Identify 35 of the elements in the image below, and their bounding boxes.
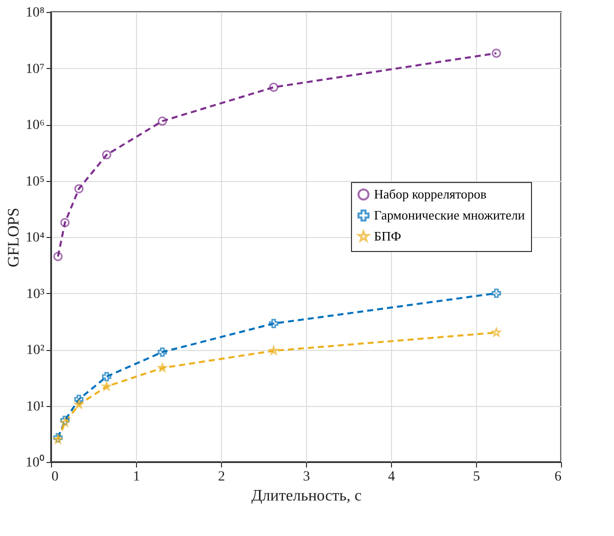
y-tick-label: 10⁸ bbox=[26, 6, 45, 20]
x-tick-label: 5 bbox=[473, 470, 480, 484]
point bbox=[158, 116, 167, 126]
y-axis-title: GFLOPS bbox=[6, 208, 22, 268]
y-tick-label: 10⁷ bbox=[26, 62, 45, 77]
legend-label: Набор корреляторов bbox=[374, 186, 487, 202]
point bbox=[492, 288, 502, 298]
x-tick-label: 0 bbox=[52, 470, 58, 484]
x-tick-label: 1 bbox=[133, 470, 140, 484]
point bbox=[60, 218, 70, 228]
y-tick-label: 10⁴ bbox=[26, 230, 45, 246]
point bbox=[158, 347, 167, 357]
point bbox=[102, 372, 112, 382]
x-tick-label: 6 bbox=[554, 470, 562, 484]
point bbox=[53, 252, 63, 262]
legend-label: Гармонические множители bbox=[374, 208, 525, 222]
point bbox=[102, 150, 112, 160]
y-tick-label: 10⁰ bbox=[26, 454, 44, 470]
x-tick-label: 3 bbox=[303, 470, 310, 484]
legend-label: БПФ bbox=[374, 228, 402, 244]
y-tick-label: 10³ bbox=[26, 286, 44, 302]
point bbox=[492, 48, 502, 58]
point bbox=[60, 416, 70, 425]
x-tick-label: 2 bbox=[218, 470, 225, 484]
y-tick-label: 10² bbox=[26, 343, 44, 358]
point bbox=[269, 82, 278, 92]
y-tick-label: 10⁵ bbox=[26, 174, 45, 190]
point bbox=[74, 184, 84, 194]
point bbox=[74, 394, 84, 404]
x-axis-title: Длительность, с bbox=[251, 488, 362, 504]
y-tick-label: 10⁶ bbox=[26, 118, 45, 133]
x-tick-label: 4 bbox=[388, 470, 395, 484]
point bbox=[269, 318, 278, 328]
y-tick-label: 10¹ bbox=[26, 399, 44, 414]
point bbox=[102, 382, 112, 390]
